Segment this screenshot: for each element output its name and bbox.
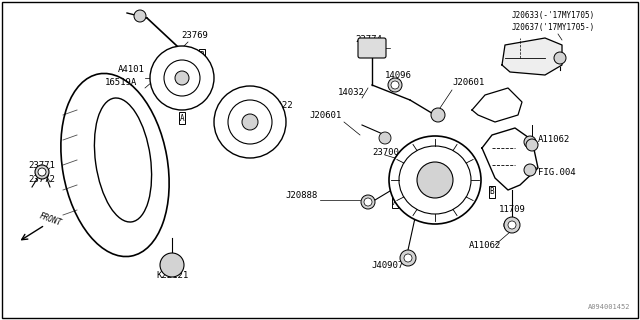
Circle shape: [175, 71, 189, 85]
Circle shape: [400, 250, 416, 266]
Polygon shape: [502, 38, 562, 75]
Circle shape: [379, 132, 391, 144]
Circle shape: [214, 86, 286, 158]
Circle shape: [361, 195, 375, 209]
Circle shape: [508, 221, 516, 229]
Text: FRONT: FRONT: [38, 212, 63, 228]
Ellipse shape: [389, 136, 481, 224]
Circle shape: [524, 164, 536, 176]
Text: K22121: K22121: [156, 271, 188, 280]
Circle shape: [242, 114, 258, 130]
Ellipse shape: [399, 146, 471, 214]
Circle shape: [164, 60, 200, 96]
Text: J20601: J20601: [452, 78, 484, 87]
FancyBboxPatch shape: [358, 38, 386, 58]
Text: A11062: A11062: [469, 241, 501, 250]
Circle shape: [228, 100, 272, 144]
Text: 23770: 23770: [258, 118, 285, 127]
Circle shape: [364, 198, 372, 206]
Text: 23769: 23769: [182, 31, 209, 40]
Text: A: A: [393, 197, 397, 206]
Circle shape: [431, 108, 445, 122]
Circle shape: [388, 78, 402, 92]
Circle shape: [404, 254, 412, 262]
Text: FIG.022: FIG.022: [255, 101, 292, 110]
Text: 14032: 14032: [338, 88, 365, 97]
Circle shape: [35, 165, 49, 179]
Text: B: B: [490, 188, 494, 196]
Text: 11709: 11709: [499, 205, 525, 214]
Circle shape: [134, 10, 146, 22]
Text: J40907: J40907: [372, 261, 404, 270]
Text: J20633(-'17MY1705): J20633(-'17MY1705): [512, 11, 595, 20]
Text: A11062: A11062: [538, 135, 570, 144]
Text: J20637('17MY1705-): J20637('17MY1705-): [512, 23, 595, 32]
Polygon shape: [472, 88, 522, 122]
Circle shape: [526, 139, 538, 151]
Circle shape: [554, 52, 566, 64]
Text: J20601: J20601: [310, 111, 342, 120]
Text: 23700: 23700: [372, 148, 399, 157]
Circle shape: [417, 162, 453, 198]
Text: FIG.004: FIG.004: [538, 168, 575, 177]
Text: 14096: 14096: [385, 71, 412, 80]
Text: A4101: A4101: [118, 65, 145, 74]
Text: 23774: 23774: [355, 35, 382, 44]
Circle shape: [160, 253, 184, 277]
Circle shape: [150, 46, 214, 110]
Text: 23771: 23771: [28, 161, 55, 170]
Text: J20888: J20888: [285, 191, 318, 200]
Circle shape: [38, 168, 46, 176]
Circle shape: [504, 217, 520, 233]
Text: A: A: [180, 114, 184, 123]
Circle shape: [391, 81, 399, 89]
Circle shape: [524, 136, 536, 148]
Text: B: B: [200, 51, 204, 60]
Text: A094001452: A094001452: [588, 304, 630, 310]
Polygon shape: [482, 128, 538, 190]
Text: 16519A: 16519A: [105, 78, 137, 87]
Text: 23772: 23772: [28, 175, 55, 184]
Ellipse shape: [95, 98, 152, 222]
Circle shape: [504, 219, 516, 231]
